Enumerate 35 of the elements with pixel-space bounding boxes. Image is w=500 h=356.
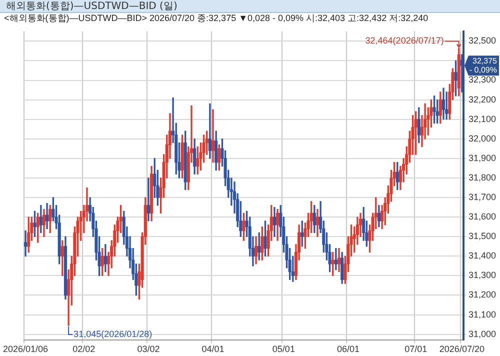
- x-tick-label: 02/02: [72, 344, 96, 354]
- x-tick-label: 2026/07/20: [439, 344, 484, 354]
- y-tick-label: 31,400: [468, 250, 496, 261]
- y-tick-label: 32,100: [468, 114, 496, 124]
- y-tick-label: 31,700: [468, 192, 496, 202]
- x-tick-label: 2026/01/06: [3, 344, 48, 354]
- x-tick-label: 04/01: [202, 344, 224, 354]
- chart-title: 해외통화(통합)—USDTWD—BID (일): [0, 0, 500, 13]
- y-tick-label: 31,200: [468, 290, 496, 300]
- y-tick-label: 31,500: [468, 231, 496, 242]
- x-tick-label: 07/01: [404, 344, 428, 354]
- annotation: 31,045(2026/01/28): [74, 329, 152, 340]
- candlestick: [445, 92, 448, 120]
- annotation: 32,464(2026/07/17): [365, 36, 444, 46]
- y-tick-label: 31,100: [468, 309, 496, 320]
- annotation: 32,375 - 0,09%: [469, 56, 498, 74]
- y-tick-label: 31,000: [468, 328, 496, 339]
- x-tick-label: 06/01: [336, 344, 360, 354]
- y-tick-label: 31,600: [468, 212, 496, 222]
- candlestick: [24, 230, 28, 256]
- y-tick-label: 31,800: [468, 172, 496, 182]
- y-tick-label: 31,300: [468, 270, 496, 280]
- x-tick-label: 03/02: [137, 344, 160, 354]
- y-tick-label: 32,500: [468, 36, 496, 46]
- y-tick-label: 32,300: [468, 74, 496, 85]
- y-tick-label: 32,000: [468, 133, 496, 144]
- candlestick: [208, 103, 212, 159]
- candlestick: [146, 178, 150, 222]
- y-tick-label: 32,200: [468, 94, 496, 104]
- candlestick: [46, 203, 49, 230]
- candlestick: [211, 109, 215, 163]
- chart-subtitle: <해외통화(통합)—USDTWD—BID> 2026/07/20 종:32,375 ▼0,028 - 0,09% 시:32,403 고:32,432 저:32,240: [3, 13, 430, 24]
- y-tick-label: 31,900: [468, 152, 496, 163]
- candlestick: [334, 248, 338, 270]
- x-tick-label: 05/01: [272, 344, 295, 354]
